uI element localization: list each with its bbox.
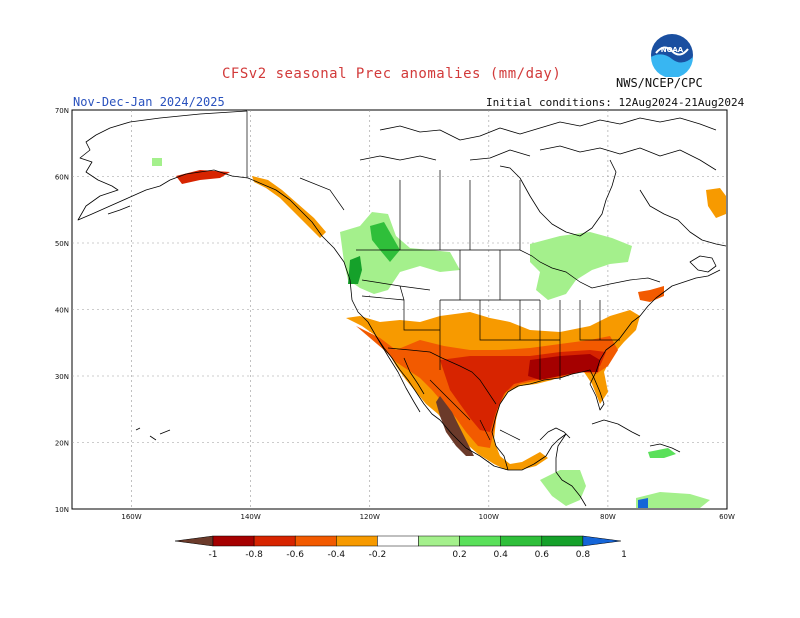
dry-anomaly-patch bbox=[252, 176, 326, 238]
organization-label: NWS/NCEP/CPC bbox=[616, 76, 703, 90]
colorbar-label: 0.2 bbox=[452, 550, 466, 560]
wet-anomaly-patch bbox=[370, 222, 400, 262]
wet-anomaly-patch bbox=[540, 470, 586, 506]
colorbar-swatch bbox=[336, 535, 378, 547]
axis-labels: 70N 60N 50N 40N 30N 20N 10N 160W 140W 120W 100W 80W… bbox=[55, 107, 735, 521]
svg-text:NOAA: NOAA bbox=[661, 46, 684, 54]
wet-anomaly-patch bbox=[636, 492, 710, 508]
lat-label: 20N bbox=[55, 440, 69, 448]
colorbar-labels: -1 -0.8 -0.6 -0.4 -0.2 0.2 0.4 0.6 0.8 1 bbox=[209, 550, 627, 560]
colorbar-swatches bbox=[174, 535, 621, 547]
cuba-coast bbox=[591, 419, 681, 453]
baja-coast bbox=[375, 335, 425, 413]
lat-label: 50N bbox=[55, 240, 69, 248]
colorbar-label: -0.4 bbox=[328, 550, 346, 560]
wet-anomaly-patch bbox=[340, 212, 460, 294]
colorbar-left-arrow bbox=[174, 535, 214, 547]
colorbar-swatch bbox=[500, 535, 543, 547]
labrador-coast bbox=[639, 189, 727, 247]
lat-label: 30N bbox=[55, 373, 69, 381]
colorbar-label: -1 bbox=[209, 550, 218, 560]
lon-label: 140W bbox=[240, 513, 260, 521]
wet-anomaly-patch bbox=[348, 256, 362, 284]
canada-province-lines bbox=[299, 170, 521, 250]
dry-anomaly-patch bbox=[706, 188, 726, 218]
alaska-coast bbox=[77, 110, 587, 507]
lat-label: 70N bbox=[55, 107, 69, 115]
noaa-logo-icon: NOAA bbox=[651, 34, 693, 77]
colorbar-swatch bbox=[253, 535, 296, 547]
aleutians bbox=[107, 205, 171, 441]
colorbar-swatch bbox=[418, 535, 460, 547]
us-mexico-border bbox=[387, 347, 497, 405]
colorbar-right-arrow bbox=[582, 535, 621, 547]
gulf-coast bbox=[491, 269, 721, 471]
colorbar-label: -0.8 bbox=[245, 550, 263, 560]
dry-anomaly-patch bbox=[436, 396, 474, 456]
colorbar-label: 0.4 bbox=[494, 550, 509, 560]
dry-anomaly-patch bbox=[638, 286, 664, 302]
anomaly-shading bbox=[152, 158, 726, 508]
lon-label: 80W bbox=[600, 513, 616, 521]
newfoundland-coast bbox=[689, 255, 717, 273]
season-label: Nov-Dec-Jan 2024/2025 bbox=[73, 95, 225, 109]
wet-anomaly-patch bbox=[530, 232, 632, 300]
colorbar-swatch bbox=[459, 535, 501, 547]
arctic-islands bbox=[359, 117, 717, 171]
chart-title: CFSv2 seasonal Prec anomalies (mm/day) bbox=[222, 66, 562, 82]
wet-anomaly-patch bbox=[638, 498, 648, 508]
colorbar-swatch bbox=[377, 535, 419, 547]
colorbar-label: -0.6 bbox=[286, 550, 304, 560]
colorbar-swatch bbox=[541, 535, 584, 547]
colorbar-label: -0.2 bbox=[369, 550, 387, 560]
colorbar-swatch bbox=[212, 535, 255, 547]
colorbar-label: 0.6 bbox=[535, 550, 550, 560]
lat-label: 40N bbox=[55, 307, 69, 315]
lon-label: 160W bbox=[121, 513, 141, 521]
lon-label: 60W bbox=[719, 513, 735, 521]
lon-label: 100W bbox=[479, 513, 499, 521]
colorbar-label: 1 bbox=[621, 550, 627, 560]
lat-label: 10N bbox=[55, 506, 69, 514]
initial-conditions-label: Initial conditions: 12Aug2024-21Aug2024 bbox=[486, 96, 745, 109]
wet-anomaly-patch bbox=[648, 448, 676, 458]
lon-label: 120W bbox=[360, 513, 380, 521]
political-borders bbox=[246, 111, 661, 441]
us-state-lines bbox=[361, 250, 620, 380]
us-canada-border bbox=[356, 249, 661, 289]
hudson-bay-coast bbox=[499, 159, 617, 237]
colorbar-label: 0.8 bbox=[576, 550, 591, 560]
dry-anomaly-patch bbox=[528, 354, 600, 380]
colorbar-swatch bbox=[294, 535, 337, 547]
lat-label: 60N bbox=[55, 174, 69, 182]
yucatan-coast bbox=[539, 427, 571, 441]
coastlines bbox=[77, 110, 727, 507]
wet-anomaly-patch bbox=[152, 158, 162, 166]
mexico-state-lines bbox=[429, 379, 521, 441]
